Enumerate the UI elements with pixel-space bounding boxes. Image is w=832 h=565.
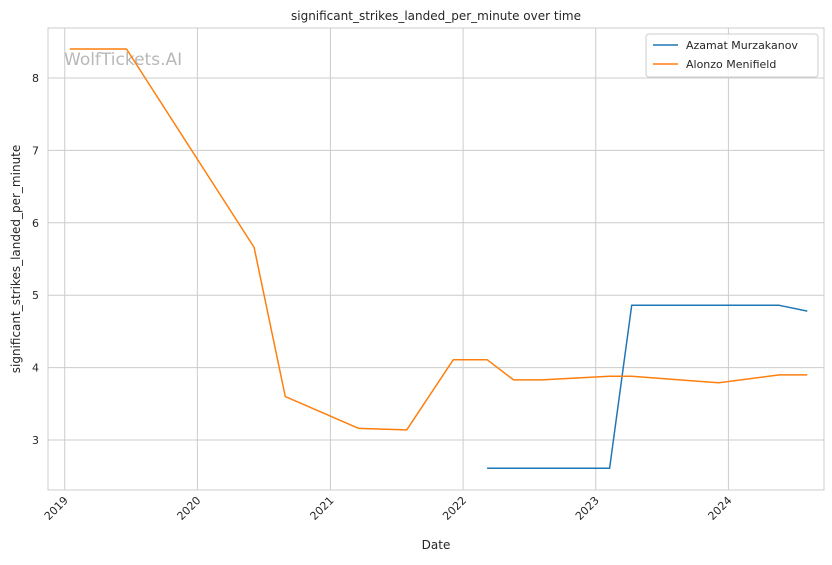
y-tick-label-4: 7 <box>32 144 39 157</box>
y-axis-label: significant_strikes_landed_per_minute <box>9 145 23 374</box>
watermark: WolfTickets.AI <box>64 50 182 70</box>
series-lines <box>69 48 808 470</box>
series-line-0 <box>487 304 808 470</box>
x-axis-label: Date <box>422 538 451 552</box>
x-tick-label-5: 2024 <box>706 494 735 523</box>
plot-frame <box>47 27 825 491</box>
series-line-1 <box>69 48 808 431</box>
y-tick-label-5: 8 <box>32 72 39 85</box>
legend-label-1: Alonzo Menifield <box>686 58 776 71</box>
y-tick-label-0: 3 <box>32 434 39 447</box>
grid <box>48 28 824 490</box>
y-tick-label-2: 5 <box>32 289 39 302</box>
x-tick-label-2: 2021 <box>308 494 337 523</box>
x-tick-label-1: 2020 <box>175 494 204 523</box>
x-tick-label-3: 2022 <box>440 494 469 523</box>
y-tick-labels: 3 4 5 6 7 8 <box>32 72 39 447</box>
y-tick-label-3: 6 <box>32 217 39 230</box>
y-tick-label-1: 4 <box>32 362 39 375</box>
x-tick-label-4: 2023 <box>573 494 602 523</box>
legend: Azamat Murzakanov Alonzo Menifield <box>645 33 819 78</box>
x-tick-label-0: 2019 <box>42 494 71 523</box>
x-tick-labels: 2019 2020 2021 2022 2023 2024 <box>42 494 735 523</box>
chart-title: significant_strikes_landed_per_minute ov… <box>291 9 581 23</box>
legend-label-0: Azamat Murzakanov <box>686 39 798 52</box>
legend-box <box>645 33 819 78</box>
